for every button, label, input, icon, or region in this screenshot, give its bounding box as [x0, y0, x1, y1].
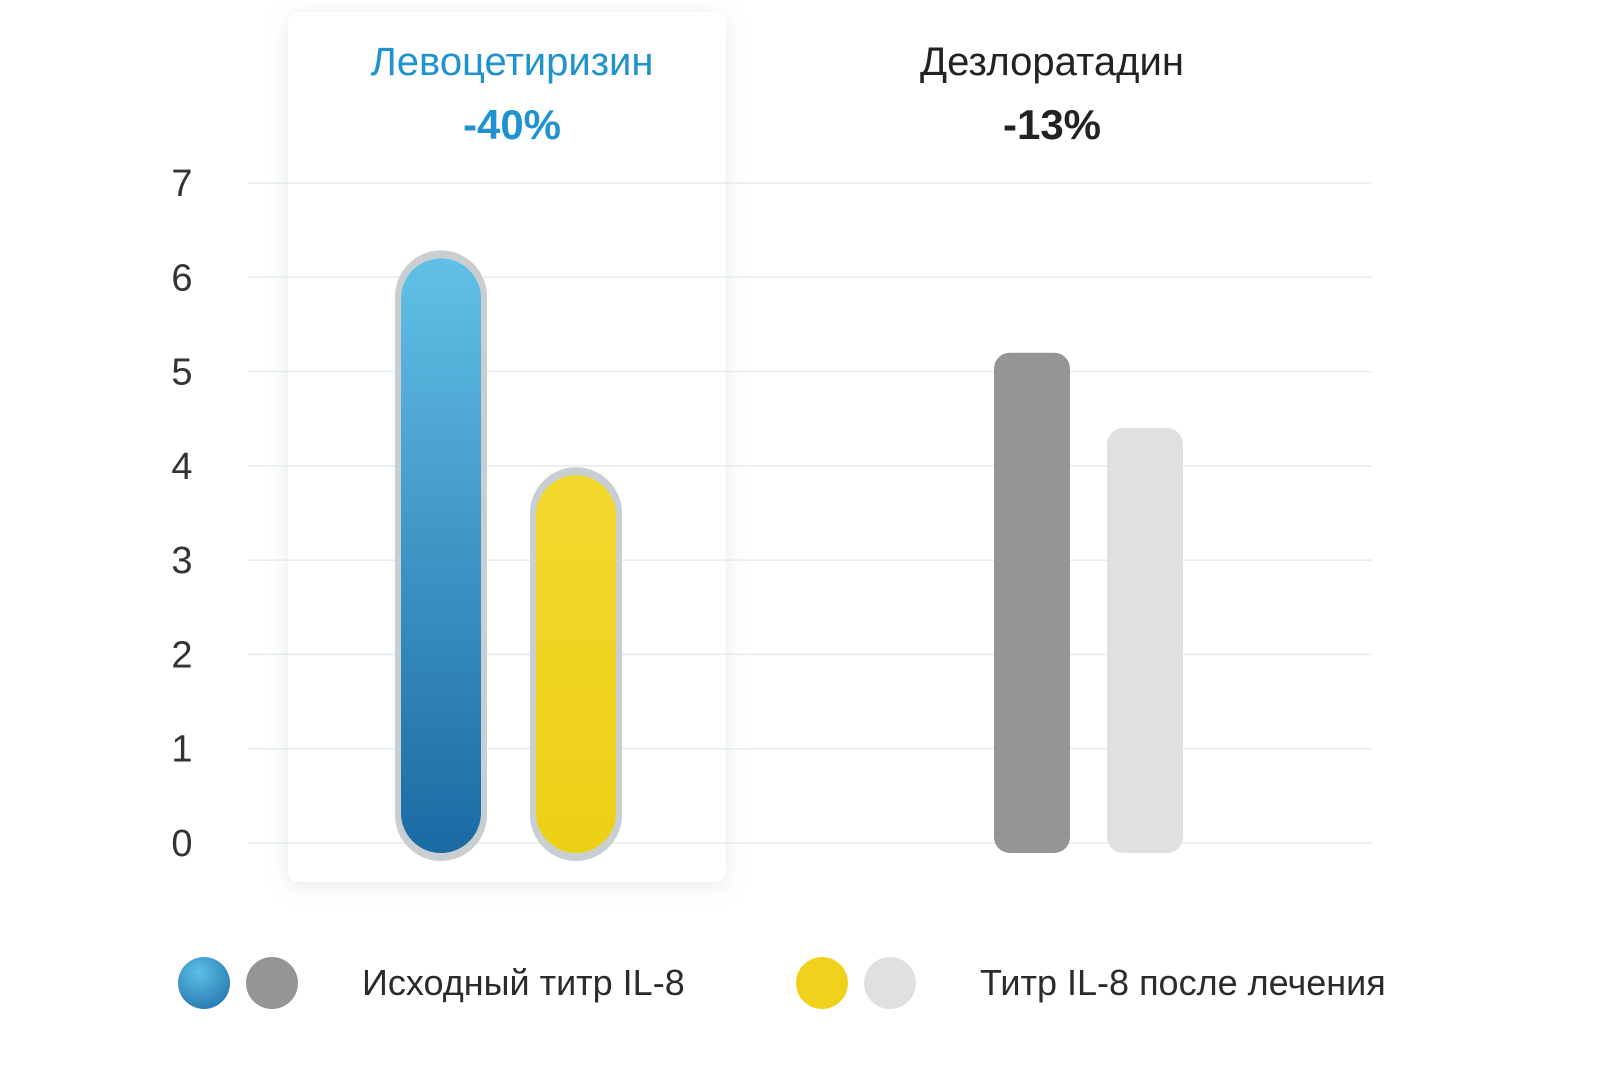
y-tick-label: 1: [171, 729, 192, 771]
bar-desloratadine-baseline: [994, 352, 1070, 853]
group-header-levocetirizine: Левоцетиризин -40%: [292, 38, 732, 150]
group-header-desloratadine: Дезлоратадин -13%: [832, 38, 1272, 150]
y-tick-label: 7: [171, 163, 192, 205]
legend-label: Исходный титр IL-8: [362, 962, 685, 1003]
legend-dot-gray: [246, 957, 298, 1009]
legend-item-baseline: Исходный титр IL-8: [178, 957, 685, 1009]
bar-desloratadine-after: [1107, 428, 1183, 853]
group-change: -13%: [1002, 101, 1102, 148]
y-tick-label: 6: [171, 257, 192, 299]
legend-label: Титр IL-8 после лечения: [980, 962, 1386, 1003]
y-tick-label: 2: [171, 634, 192, 676]
y-tick-label: 5: [171, 352, 192, 394]
y-tick-label: 4: [171, 446, 192, 488]
group-change: -40%: [462, 101, 562, 148]
legend-dot-yellow: [796, 957, 848, 1009]
y-tick-label: 0: [171, 823, 192, 865]
bar-levocetirizine-after: [536, 475, 616, 853]
legend-dot-lightgray: [864, 957, 916, 1009]
legend-item-after: Титр IL-8 после лечения: [796, 957, 1386, 1009]
y-tick-label: 3: [171, 540, 192, 582]
group-name: Дезлоратадин: [920, 40, 1184, 84]
bar-levocetirizine-baseline: [401, 258, 481, 853]
group-name: Левоцетиризин: [370, 40, 654, 84]
legend-dot-blue: [178, 957, 230, 1009]
